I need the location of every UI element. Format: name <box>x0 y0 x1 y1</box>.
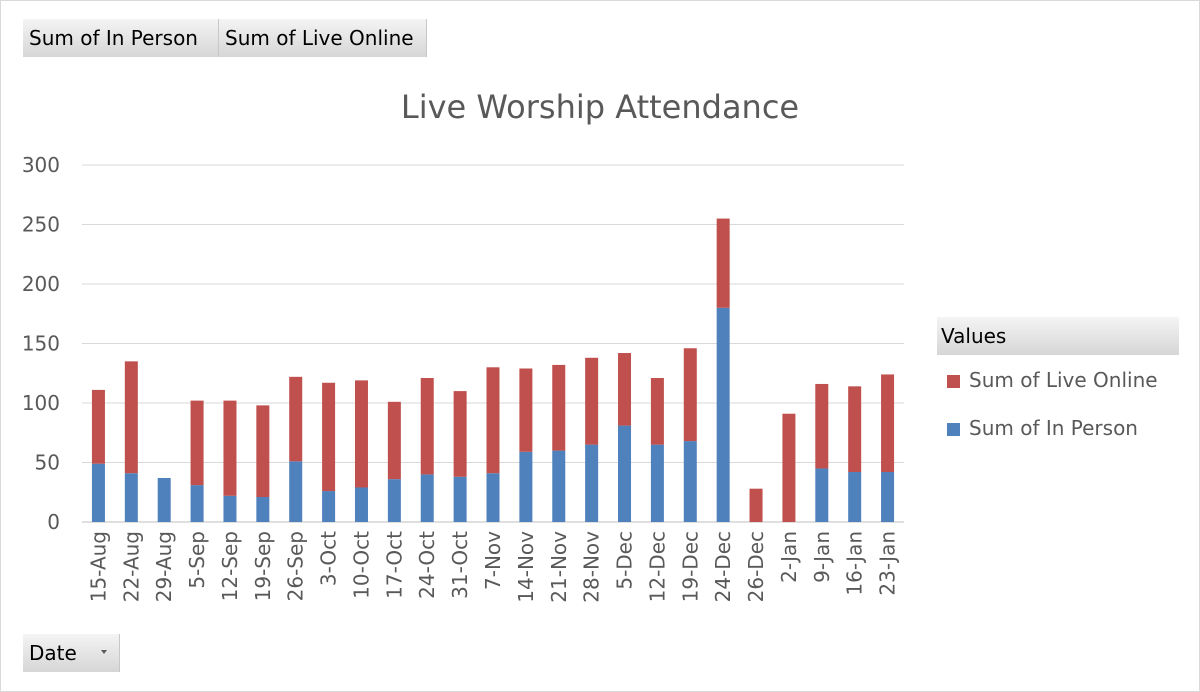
bar-in-person-28-nov <box>585 444 599 522</box>
bars <box>91 218 895 522</box>
x-tick-label: 17-Oct <box>382 531 406 599</box>
bar-live-online-24-oct <box>420 378 434 475</box>
bar-live-online-15-aug <box>91 389 105 464</box>
bar-live-online-14-nov <box>519 368 533 452</box>
x-tick-label: 12-Dec <box>645 531 669 602</box>
y-axis-ticks: 0 50 100 150 200 250 300 <box>22 153 60 534</box>
x-tick-label: 3-Oct <box>317 531 341 586</box>
y-tick-label: 50 <box>35 451 60 475</box>
y-tick-label: 200 <box>22 272 60 296</box>
chart-title: Live Worship Attendance <box>401 88 799 126</box>
bar-in-person-7-nov <box>486 473 500 522</box>
bar-in-person-23-jan <box>881 472 895 522</box>
x-tick-label: 23-Jan <box>876 531 900 596</box>
x-tick-label: 26-Sep <box>284 531 308 601</box>
x-tick-label: 31-Oct <box>448 531 472 599</box>
x-tick-label: 24-Dec <box>711 531 735 602</box>
legend-label-live-online: Sum of Live Online <box>969 368 1158 392</box>
bar-in-person-22-aug <box>124 473 138 522</box>
x-tick-label: 28-Nov <box>580 531 604 603</box>
bar-live-online-9-jan <box>815 383 829 469</box>
bar-live-online-2-jan <box>782 413 796 522</box>
legend-item-in-person[interactable]: Sum of In Person <box>947 416 1138 440</box>
field-button-in-person[interactable]: Sum of In Person <box>23 19 219 57</box>
bar-live-online-19-dec <box>683 348 697 442</box>
bar-in-person-16-jan <box>848 472 862 522</box>
x-tick-label: 26-Dec <box>744 531 768 602</box>
bar-in-person-5-sep <box>190 485 204 522</box>
bar-live-online-16-jan <box>848 386 862 473</box>
bar-live-online-12-dec <box>650 378 664 445</box>
bar-in-person-9-jan <box>815 468 829 522</box>
bar-live-online-26-dec <box>749 488 763 522</box>
y-tick-label: 300 <box>22 153 60 177</box>
bar-live-online-12-sep <box>223 400 237 496</box>
x-tick-label: 22-Aug <box>119 531 143 602</box>
x-tick-label: 16-Jan <box>843 531 867 596</box>
bar-in-person-19-sep <box>256 497 270 522</box>
field-button-live-online[interactable]: Sum of Live Online <box>219 19 427 57</box>
bar-live-online-23-jan <box>881 374 895 473</box>
x-tick-label: 15-Aug <box>86 531 110 602</box>
bar-live-online-17-oct <box>387 401 401 480</box>
in-person-swatch-icon <box>947 423 960 436</box>
bar-live-online-5-dec <box>618 353 632 426</box>
bar-in-person-14-nov <box>519 451 533 522</box>
bar-live-online-31-oct <box>453 391 467 477</box>
date-field-label: Date <box>29 641 77 665</box>
legend-item-live-online[interactable]: Sum of Live Online <box>947 368 1158 392</box>
bar-in-person-31-oct <box>453 476 467 522</box>
date-field-dropdown[interactable]: Date <box>23 634 120 672</box>
bar-in-person-10-oct <box>354 487 368 522</box>
x-tick-label: 7-Nov <box>481 531 505 590</box>
bar-in-person-15-aug <box>91 463 105 522</box>
bar-live-online-5-sep <box>190 400 204 486</box>
dropdown-arrow-icon <box>101 650 107 654</box>
bar-in-person-19-dec <box>683 441 697 522</box>
bar-in-person-29-aug <box>157 477 171 522</box>
x-tick-label: 29-Aug <box>152 531 176 602</box>
bar-live-online-26-sep <box>289 376 303 462</box>
bar-in-person-24-dec <box>716 307 730 522</box>
bar-live-online-24-dec <box>716 218 730 308</box>
bar-live-online-21-nov <box>552 364 566 451</box>
x-tick-label: 12-Sep <box>218 531 242 601</box>
x-tick-label: 5-Dec <box>613 531 637 590</box>
bar-in-person-21-nov <box>552 450 566 522</box>
x-tick-label: 2-Jan <box>777 531 801 583</box>
bar-in-person-17-oct <box>387 479 401 522</box>
x-tick-label: 14-Nov <box>514 531 538 603</box>
x-tick-label: 5-Sep <box>185 531 209 589</box>
x-tick-label: 10-Oct <box>349 531 373 599</box>
y-tick-label: 100 <box>22 391 60 415</box>
y-tick-label: 150 <box>22 332 60 356</box>
bar-in-person-12-sep <box>223 495 237 522</box>
x-axis-ticks: 15-Aug 22-Aug 29-Aug 5-Sep 12-Sep 19-Sep 26-Se… <box>86 531 899 603</box>
bar-live-online-7-nov <box>486 367 500 474</box>
bar-in-person-24-oct <box>420 474 434 522</box>
bar-in-person-3-oct <box>322 491 336 522</box>
bar-live-online-10-oct <box>354 380 368 488</box>
bar-in-person-12-dec <box>650 444 664 522</box>
bar-live-online-28-nov <box>585 357 599 445</box>
x-tick-label: 9-Jan <box>810 531 834 583</box>
y-tick-label: 0 <box>47 510 60 534</box>
bar-in-person-5-dec <box>618 425 632 522</box>
x-tick-label: 19-Dec <box>678 531 702 602</box>
x-tick-label: 21-Nov <box>547 531 571 603</box>
y-tick-label: 250 <box>22 213 60 237</box>
bar-live-online-3-oct <box>322 382 336 492</box>
bar-live-online-22-aug <box>124 361 138 474</box>
legend-values-button[interactable]: Values <box>937 317 1179 355</box>
bar-in-person-26-sep <box>289 461 303 522</box>
live-online-swatch-icon <box>947 375 960 388</box>
legend-label-in-person: Sum of In Person <box>969 416 1138 440</box>
x-tick-label: 24-Oct <box>415 531 439 599</box>
bar-live-online-19-sep <box>256 405 270 498</box>
x-tick-label: 19-Sep <box>251 531 275 601</box>
